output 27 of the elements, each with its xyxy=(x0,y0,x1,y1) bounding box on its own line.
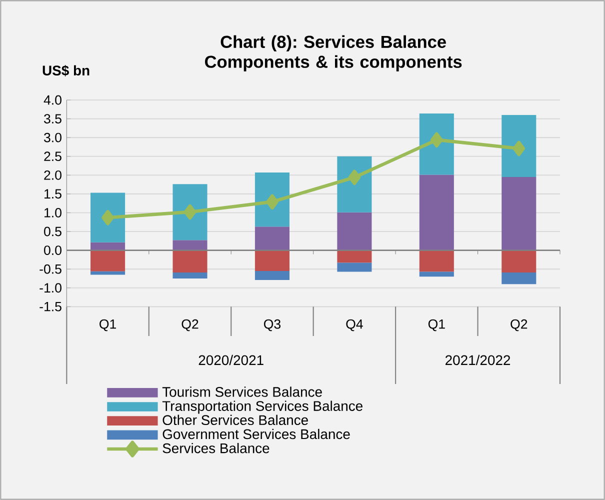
y-tick-label: 1.5 xyxy=(44,189,62,199)
y-tick-label: 0.5 xyxy=(44,226,62,236)
y-tick-label: 4.0 xyxy=(44,95,62,105)
y-tick-label: 3.5 xyxy=(44,114,62,124)
legend-label: Tourism Services Balance xyxy=(162,386,322,397)
y-tick-label: -1.5 xyxy=(40,302,62,312)
y-tick-label: 0.0 xyxy=(44,246,62,255)
x-tick-label: Q1 xyxy=(100,319,116,332)
x-tick-label: Q4 xyxy=(346,319,363,332)
legend-label: Other Services Balance xyxy=(162,414,308,426)
y-tick-label: -1.0 xyxy=(40,283,62,293)
y-tick-label: 2.0 xyxy=(44,170,62,180)
text: 2021/2022 xyxy=(446,354,510,366)
legend-label: Services Balance xyxy=(162,442,270,454)
y-tick-label: 2.5 xyxy=(44,152,62,162)
y-tick-label: 3.0 xyxy=(44,132,62,142)
chart-title: Chart (8): Services Balance Components & its components xyxy=(205,35,462,72)
legend-label: Transportation Services Balance xyxy=(162,400,362,414)
x-tick-label: Q2 xyxy=(510,319,528,332)
x-tick-label: Q2 xyxy=(182,319,198,332)
x-tick-label: Q3 xyxy=(264,319,281,332)
legend-label: Government Services Balance xyxy=(162,428,350,440)
y-axis-title: US$ bn xyxy=(42,64,90,76)
x-tick-label: Q1 xyxy=(428,319,445,332)
y-tick-label: 1.0 xyxy=(44,208,62,218)
y-tick-label: -0.5 xyxy=(40,264,62,274)
text: 2020/2021 xyxy=(198,354,264,366)
